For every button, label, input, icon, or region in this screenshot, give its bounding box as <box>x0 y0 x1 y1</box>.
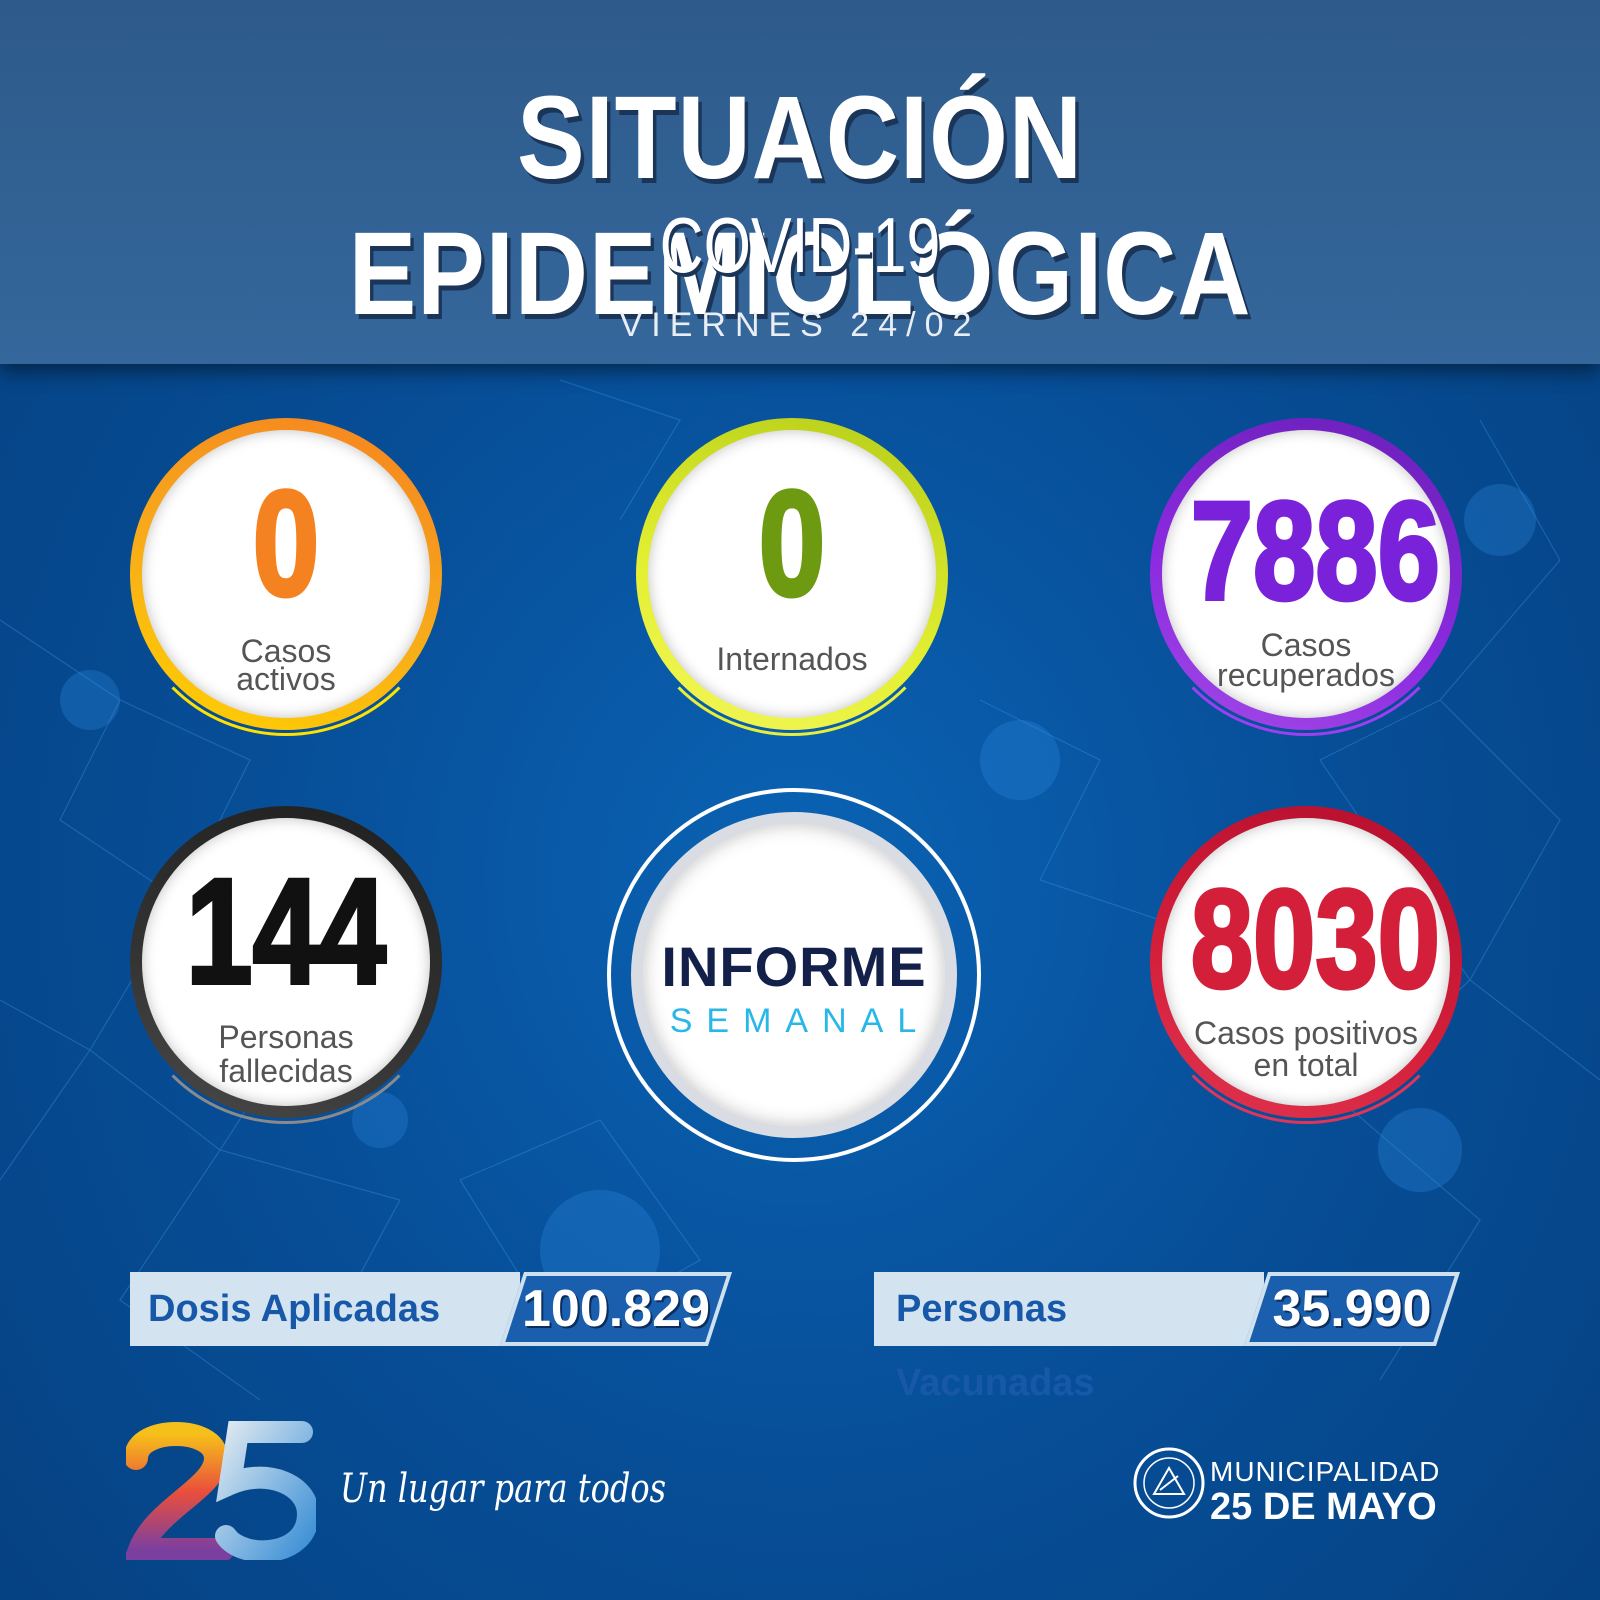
header-banner: SITUACIÓN EPIDEMIOLÓGICA COVID-19 VIERNE… <box>0 0 1600 364</box>
municipality-name-line1: MUNICIPALIDAD <box>1210 1456 1441 1487</box>
recovered-label-2: recuperados <box>1217 657 1395 693</box>
people-vaccinated-value-box: 35.990 <box>1243 1272 1461 1346</box>
decorative-arc <box>1144 412 1468 736</box>
recovered-label-1: Casos <box>1260 627 1352 663</box>
weekly-report-line2: SEMANAL <box>669 1002 931 1040</box>
active-cases-label-1: Casos <box>240 633 332 669</box>
people-vaccinated-label: Personas Vacunadas <box>874 1272 1264 1404</box>
total-positive-value: 8030 <box>1189 860 1441 1017</box>
active-cases-label-2: activos <box>236 661 336 697</box>
total-positive-label-2: en total <box>1253 1047 1359 1083</box>
doses-label: Dosis Aplicadas <box>130 1272 520 1346</box>
hospitalized-circle: 0 Internados <box>636 418 948 730</box>
active-cases-value: 0 <box>251 459 321 627</box>
decorative-arc <box>124 412 448 736</box>
report-date: VIERNES 24/02 <box>619 306 981 344</box>
page-subtitle: COVID-19 <box>659 201 941 289</box>
recovered-value: 7886 <box>1189 472 1441 629</box>
slogan: Un lugar para todos <box>340 1466 667 1512</box>
recovered-circle: 7886 Casos recuperados <box>1150 418 1462 730</box>
deceased-label-2: fallecidas <box>219 1053 353 1089</box>
deceased-label-1: Personas <box>218 1019 354 1055</box>
decorative-arc <box>630 412 954 736</box>
doses-value-box: 100.829 <box>499 1272 733 1346</box>
anniversary-25-logo <box>126 1421 316 1560</box>
page-title: SITUACIÓN EPIDEMIOLÓGICA <box>348 72 1252 340</box>
weekly-report-ring <box>607 788 981 1162</box>
municipality-name-line2: 25 DE MAYO <box>1210 1486 1437 1528</box>
deceased-value: 144 <box>184 847 387 1015</box>
decorative-arc <box>1144 800 1468 1124</box>
weekly-report-badge: INFORME SEMANAL <box>631 812 957 1138</box>
total-positive-label-1: Casos positivos <box>1193 1015 1419 1051</box>
weekly-report-line1: INFORME <box>661 935 927 998</box>
people-vaccinated-value: 35.990 <box>1272 1280 1432 1338</box>
hospitalized-value: 0 <box>757 459 827 627</box>
municipal-seal-icon <box>1133 1447 1205 1519</box>
decorative-arc <box>124 800 448 1124</box>
doses-value: 100.829 <box>522 1280 710 1338</box>
total-positive-circle: 8030 Casos positivos en total <box>1150 806 1462 1118</box>
hospitalized-label: Internados <box>716 641 868 677</box>
deceased-circle: 144 Personas fallecidas <box>130 806 442 1118</box>
active-cases-circle: 0 Casos activos <box>130 418 442 730</box>
